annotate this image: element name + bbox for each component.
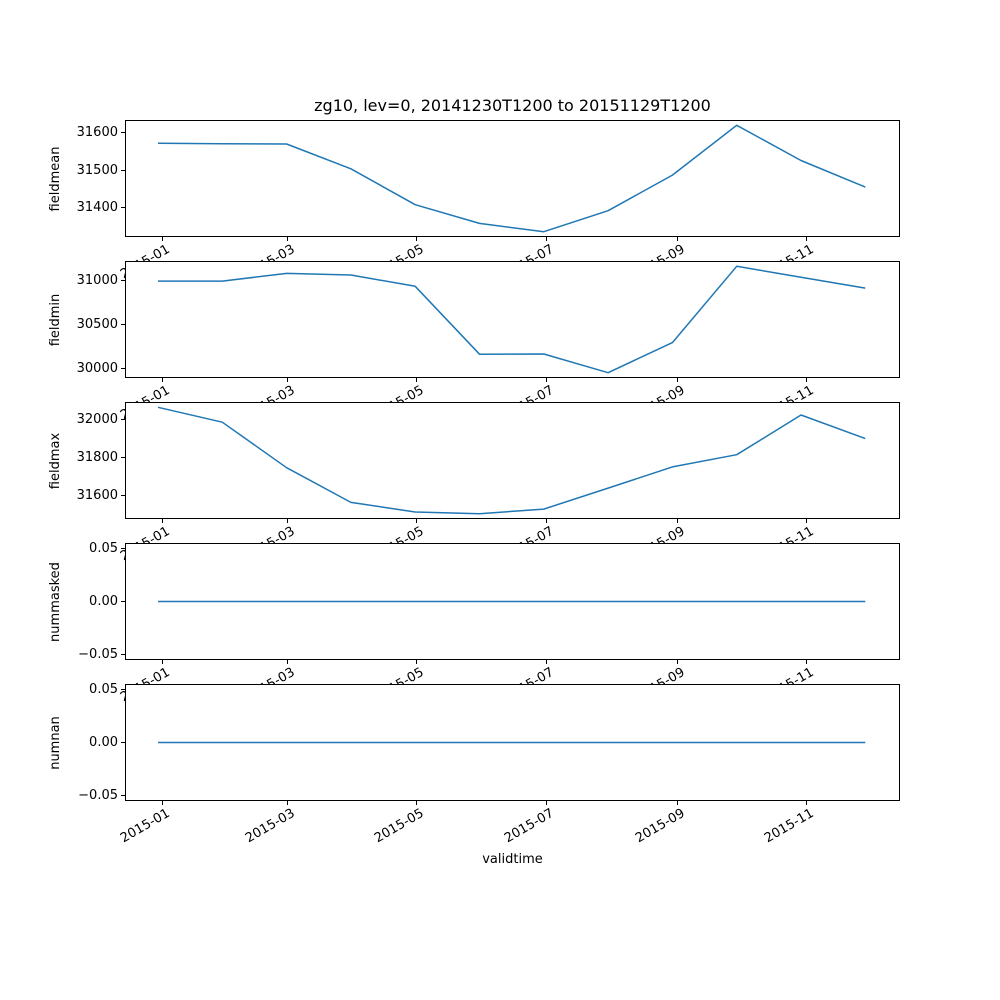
subplot-fieldmin: [125, 261, 900, 378]
x-tick-mark: [545, 378, 547, 382]
x-tick-mark: [286, 660, 288, 664]
x-tick-mark: [161, 519, 163, 523]
y-tick-label: 31500: [76, 162, 118, 178]
plot-area-nummasked: [158, 600, 866, 603]
y-tick-mark: [121, 132, 125, 134]
x-tick-mark: [805, 660, 807, 664]
y-tick-label: 30500: [76, 317, 118, 333]
x-tick-mark: [805, 237, 807, 241]
chart-title: zg10, lev=0, 20141230T1200 to 20151129T1…: [314, 96, 711, 115]
y-tick-label: 0.05: [89, 540, 118, 556]
y-tick-label: 31800: [76, 449, 118, 465]
x-tick-mark: [286, 237, 288, 241]
y-tick-mark: [121, 654, 125, 656]
x-tick-mark: [415, 519, 417, 523]
y-tick-label: 0.00: [89, 735, 118, 750]
data-line-fieldmin: [158, 265, 866, 374]
x-tick-mark: [676, 660, 678, 664]
y-tick-mark: [121, 280, 125, 282]
y-tick-label: 30000: [76, 361, 118, 377]
x-axis-title: validtime: [482, 852, 543, 867]
y-tick-label: 0.05: [89, 681, 118, 697]
y-tick-mark: [121, 688, 125, 690]
y-tick-mark: [121, 207, 125, 209]
y-tick-mark: [121, 418, 125, 420]
y-tick-mark: [121, 368, 125, 370]
y-tick-label: 31000: [76, 273, 118, 289]
x-tick-mark: [545, 237, 547, 241]
x-tick-mark: [161, 378, 163, 382]
x-tick-mark: [545, 801, 547, 805]
subplot-nummasked: [125, 543, 900, 660]
plot-area-numnan: [158, 741, 866, 744]
x-tick-mark: [676, 378, 678, 382]
x-tick-mark: [676, 519, 678, 523]
y-tick-mark: [121, 456, 125, 458]
x-tick-mark: [415, 378, 417, 382]
y-tick-label: 31600: [76, 125, 118, 141]
x-tick-mark: [161, 660, 163, 664]
y-tick-label: 31400: [76, 200, 118, 216]
x-tick-mark: [161, 801, 163, 805]
x-tick-label: 2015-03: [242, 806, 298, 847]
x-tick-label: 2015-11: [761, 806, 817, 847]
y-tick-label: −0.05: [78, 647, 118, 663]
data-line-fieldmean: [157, 124, 866, 233]
x-tick-label: 2015-01: [117, 806, 173, 847]
x-tick-mark: [415, 660, 417, 664]
x-tick-mark: [415, 801, 417, 805]
y-tick-mark: [121, 795, 125, 797]
x-tick-mark: [545, 519, 547, 523]
x-tick-label: 2015-09: [632, 806, 688, 847]
x-tick-mark: [286, 801, 288, 805]
x-tick-mark: [161, 237, 163, 241]
subplot-fieldmean: [125, 120, 900, 237]
x-tick-mark: [676, 237, 678, 241]
x-tick-mark: [676, 801, 678, 805]
y-tick-mark: [121, 742, 125, 743]
y-tick-label: 0.00: [89, 594, 118, 609]
plot-area-fieldmin: [158, 265, 866, 374]
y-tick-mark: [121, 547, 125, 549]
x-tick-mark: [805, 378, 807, 382]
plot-area-fieldmax: [157, 406, 866, 515]
y-tick-mark: [121, 324, 125, 326]
x-tick-mark: [805, 519, 807, 523]
y-tick-label: 32000: [76, 411, 118, 427]
y-tick-label: −0.05: [78, 788, 118, 804]
x-tick-mark: [805, 801, 807, 805]
x-tick-mark: [545, 660, 547, 664]
data-line-fieldmax: [157, 406, 866, 515]
x-tick-label: 2015-05: [371, 806, 427, 847]
x-tick-mark: [286, 519, 288, 523]
y-tick-mark: [121, 601, 125, 602]
x-tick-mark: [415, 237, 417, 241]
subplot-fieldmax: [125, 402, 900, 519]
y-tick-label: 31600: [76, 488, 118, 504]
x-tick-mark: [286, 378, 288, 382]
subplot-numnan: [125, 684, 900, 801]
y-tick-mark: [121, 169, 125, 171]
y-tick-mark: [121, 495, 125, 497]
plot-area-fieldmean: [157, 124, 866, 233]
x-tick-label: 2015-07: [501, 806, 557, 847]
